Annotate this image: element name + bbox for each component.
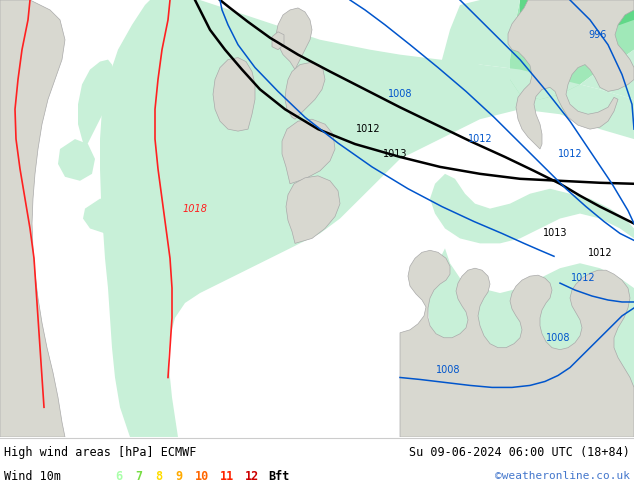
Polygon shape	[285, 63, 325, 119]
Polygon shape	[58, 139, 95, 181]
Text: 1008: 1008	[436, 365, 460, 374]
Text: 1013: 1013	[543, 228, 567, 239]
Text: 1018: 1018	[183, 204, 207, 214]
Polygon shape	[282, 119, 335, 184]
Polygon shape	[272, 32, 284, 49]
Text: ©weatheronline.co.uk: ©weatheronline.co.uk	[495, 471, 630, 481]
Text: 1012: 1012	[588, 248, 612, 258]
Text: High wind areas [hPa] ECMWF: High wind areas [hPa] ECMWF	[4, 445, 197, 459]
Polygon shape	[400, 250, 634, 437]
Text: 1012: 1012	[468, 134, 493, 144]
Polygon shape	[213, 58, 255, 131]
Polygon shape	[400, 174, 634, 437]
Text: 10: 10	[195, 469, 209, 483]
Polygon shape	[286, 176, 340, 244]
Text: 1008: 1008	[388, 89, 412, 99]
Text: 1012: 1012	[356, 124, 380, 134]
Text: Su 09-06-2024 06:00 UTC (18+84): Su 09-06-2024 06:00 UTC (18+84)	[409, 445, 630, 459]
Polygon shape	[0, 0, 65, 437]
Polygon shape	[276, 8, 312, 70]
Text: 6: 6	[115, 469, 122, 483]
Polygon shape	[100, 0, 634, 437]
Text: 8: 8	[155, 469, 162, 483]
Text: 996: 996	[589, 30, 607, 40]
Polygon shape	[508, 0, 634, 149]
Polygon shape	[78, 60, 115, 149]
Text: 9: 9	[175, 469, 182, 483]
Text: 12: 12	[245, 469, 259, 483]
Text: 1008: 1008	[546, 333, 570, 343]
Text: 1012: 1012	[558, 149, 582, 159]
Polygon shape	[520, 0, 634, 45]
Text: Bft: Bft	[268, 469, 289, 483]
Text: 1013: 1013	[383, 149, 407, 159]
Polygon shape	[83, 198, 122, 233]
Text: 1012: 1012	[571, 273, 595, 283]
Polygon shape	[510, 0, 634, 99]
Text: 7: 7	[135, 469, 142, 483]
Polygon shape	[440, 0, 634, 99]
Text: Wind 10m: Wind 10m	[4, 469, 61, 483]
Text: 11: 11	[220, 469, 234, 483]
